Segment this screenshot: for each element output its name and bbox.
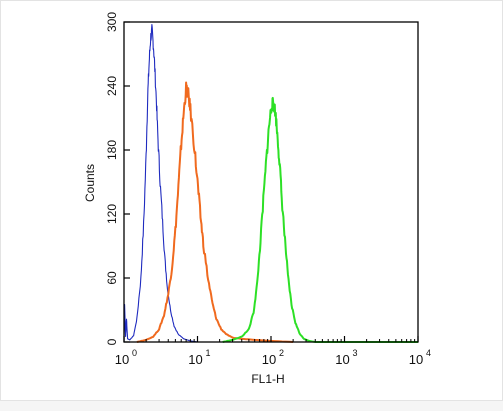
y-tick-label: 0	[105, 338, 119, 345]
x-tick-exponent: 3	[353, 348, 358, 358]
x-tick-exponent: 4	[426, 348, 431, 358]
histogram-series-1	[123, 23, 198, 343]
y-tick-label: 180	[105, 140, 119, 160]
x-tick-exponent: 1	[206, 348, 211, 358]
y-tick-label: 60	[105, 271, 119, 285]
x-tick-label: 10	[335, 352, 349, 367]
plot-group	[123, 23, 418, 343]
x-axis-label: FL1-H	[251, 372, 284, 386]
y-axis-label: Counts	[83, 164, 97, 202]
x-tick-exponent: 2	[279, 348, 284, 358]
x-tick-label: 10	[409, 352, 423, 367]
x-tick-label: 10	[262, 352, 276, 367]
x-tick-label: 10	[188, 352, 202, 367]
y-tick-label: 120	[105, 204, 119, 224]
y-tick-label: 300	[105, 12, 119, 32]
y-tick-label: 240	[105, 76, 119, 96]
x-tick-exponent: 0	[132, 348, 137, 358]
x-tick-label: 10	[115, 352, 129, 367]
histogram-series-3	[222, 96, 418, 343]
histogram-series-2	[136, 81, 294, 343]
